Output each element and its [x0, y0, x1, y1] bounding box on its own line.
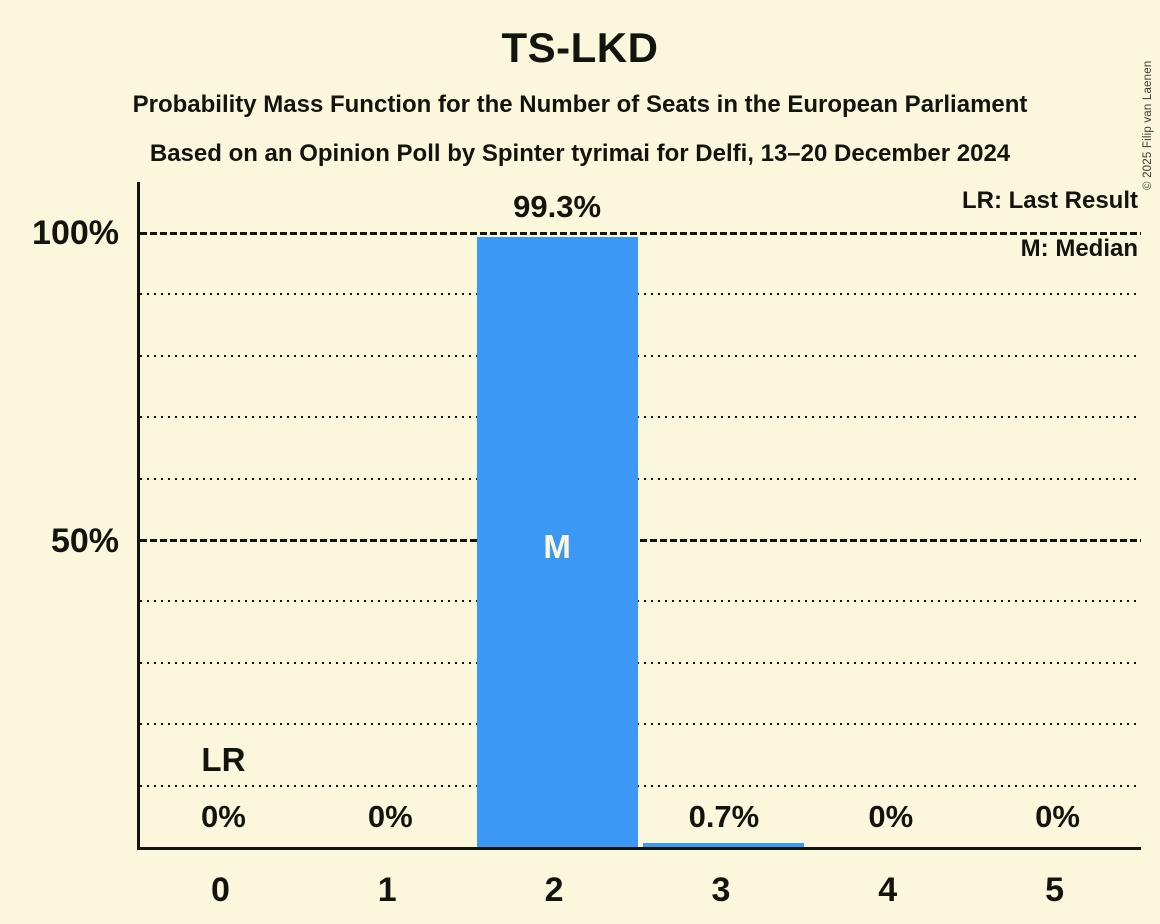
gridline-30pct: [140, 661, 1141, 664]
x-axis-tick-2: 2: [544, 871, 564, 909]
chart-poll-source: Based on an Opinion Poll by Spinter tyri…: [149, 140, 1011, 167]
x-axis-tick-4: 4: [878, 871, 898, 909]
legend-last-result: LR: Last Result: [961, 187, 1138, 214]
bar-seats-3: [643, 842, 805, 847]
x-axis-tick-3: 3: [711, 871, 731, 909]
bar-value-label-2: 99.3%: [513, 189, 602, 225]
bar-seats-2: [476, 237, 638, 847]
gridline-50pct: [140, 538, 1141, 542]
x-axis-tick-1: 1: [377, 871, 397, 909]
gridline-40pct: [140, 600, 1141, 603]
gridline-60pct: [140, 477, 1141, 480]
gridline-70pct: [140, 416, 1141, 419]
gridline-100pct: [140, 231, 1141, 235]
bar-value-label-5: 0%: [1035, 799, 1080, 834]
bar-value-label-0: 0%: [201, 799, 246, 834]
y-axis-tick-100: 100%: [32, 214, 119, 252]
legend-median: M: Median: [1020, 235, 1138, 262]
bar-value-label-3: 0.7%: [688, 799, 760, 834]
x-axis-tick-0: 0: [210, 871, 230, 909]
gridline-10pct: [140, 784, 1141, 787]
x-axis-tick-5: 5: [1045, 871, 1065, 909]
gridline-90pct: [140, 293, 1141, 296]
bar-value-label-4: 0%: [868, 799, 914, 834]
gridline-80pct: [140, 354, 1141, 357]
copyright-notice: © 2025 Filip van Laenen: [1142, 60, 1154, 190]
median-marker: M: [543, 528, 571, 565]
y-axis-tick-50: 50%: [50, 522, 119, 560]
chart-subtitle: Probability Mass Function for the Number…: [132, 91, 1028, 118]
gridline-20pct: [140, 723, 1141, 726]
plot-area: 0% 0% 99.3% 0.7% 0% 0% LR M: [137, 182, 1141, 850]
bar-value-label-1: 0%: [367, 799, 413, 834]
last-result-marker: LR: [201, 741, 246, 778]
chart-title: TS-LKD: [501, 24, 659, 71]
